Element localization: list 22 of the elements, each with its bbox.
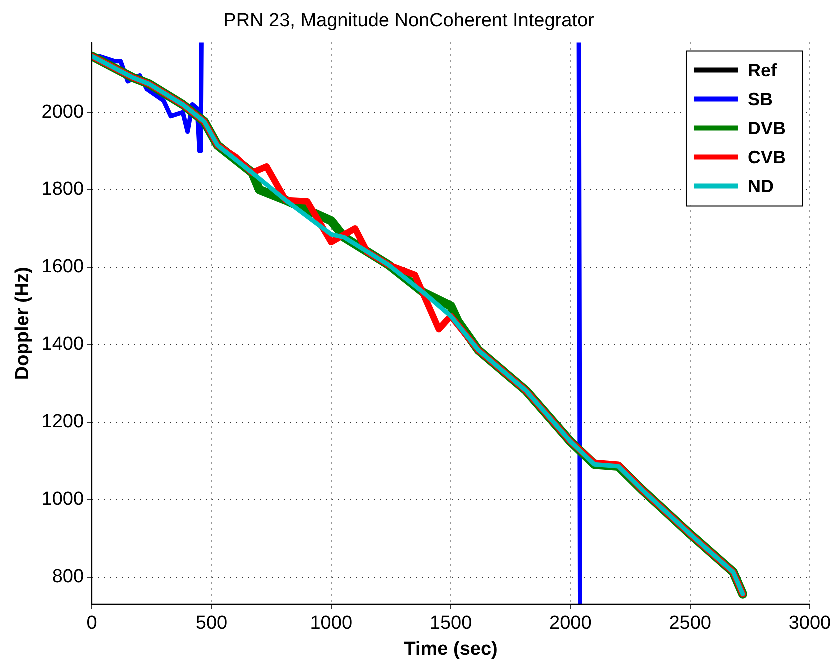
x-tick-label: 2000	[550, 613, 592, 634]
legend-label: CVB	[748, 147, 786, 168]
legend-label: SB	[748, 89, 774, 110]
legend-label: DVB	[748, 118, 786, 138]
chart-title: PRN 23, Magnitude NonCoherent Integrator	[224, 10, 596, 32]
legend-label: Ref	[748, 60, 778, 80]
y-tick-label: 1200	[42, 412, 84, 433]
y-tick-label: 2000	[42, 102, 84, 123]
y-tick-label: 1400	[42, 334, 84, 356]
x-tick-label: 1000	[310, 613, 353, 634]
y-axis-title: Doppler (Hz)	[12, 267, 34, 380]
y-tick-label: 800	[52, 566, 84, 588]
legend-label: ND	[748, 176, 774, 196]
x-tick-label: 0	[86, 613, 98, 634]
y-tick-label: 1800	[42, 179, 84, 200]
x-tick-label: 500	[196, 613, 228, 634]
x-tick-label: 1500	[430, 613, 472, 634]
x-axis-title: Time (sec)	[404, 638, 498, 660]
x-tick-label: 2500	[669, 613, 712, 634]
y-tick-label: 1000	[42, 489, 84, 510]
x-tick-label: 3000	[788, 613, 832, 634]
y-tick-label: 1600	[42, 256, 84, 278]
